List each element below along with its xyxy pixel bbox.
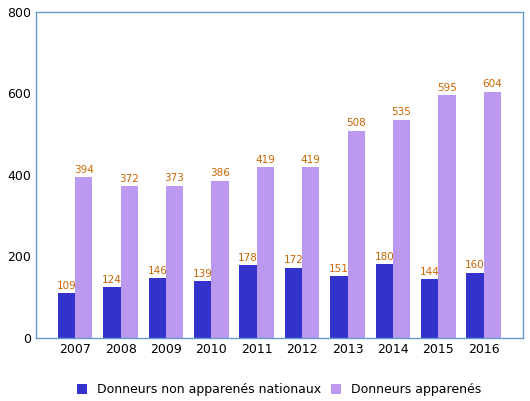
Bar	[240, 265, 257, 338]
Text: 419: 419	[301, 155, 321, 165]
Bar	[393, 120, 410, 338]
Text: 419: 419	[255, 155, 275, 165]
Text: 109: 109	[57, 281, 76, 291]
Text: 604: 604	[482, 79, 502, 89]
Text: 151: 151	[329, 264, 349, 274]
Bar	[58, 294, 75, 338]
Text: 535: 535	[392, 107, 411, 117]
Bar	[348, 131, 365, 338]
Bar	[330, 276, 348, 338]
Bar	[302, 167, 320, 338]
Bar	[438, 95, 455, 338]
Text: 394: 394	[74, 165, 94, 175]
Bar	[103, 287, 121, 338]
Text: 373: 373	[165, 173, 184, 183]
Bar	[484, 92, 501, 338]
Bar	[166, 186, 183, 338]
Bar	[257, 167, 274, 338]
Bar	[121, 186, 138, 338]
Text: 146: 146	[147, 266, 167, 276]
Text: 508: 508	[346, 118, 366, 128]
Bar	[376, 264, 393, 338]
Text: 160: 160	[465, 260, 485, 270]
Text: 178: 178	[238, 253, 258, 263]
Bar	[75, 177, 92, 338]
Text: 139: 139	[193, 269, 213, 279]
Text: 172: 172	[284, 255, 304, 265]
Bar	[211, 180, 228, 338]
Text: 144: 144	[420, 267, 439, 277]
Bar	[149, 278, 166, 338]
Bar	[285, 268, 302, 338]
Text: 372: 372	[119, 174, 139, 184]
Bar	[194, 281, 211, 338]
Text: 386: 386	[210, 168, 230, 178]
Text: 180: 180	[374, 252, 394, 262]
Text: 124: 124	[102, 275, 122, 285]
Bar	[466, 273, 484, 338]
Bar	[421, 279, 438, 338]
Legend: Donneurs non apparenés nationaux, Donneurs apparenés: Donneurs non apparenés nationaux, Donneu…	[77, 383, 482, 396]
Text: 595: 595	[437, 83, 457, 93]
